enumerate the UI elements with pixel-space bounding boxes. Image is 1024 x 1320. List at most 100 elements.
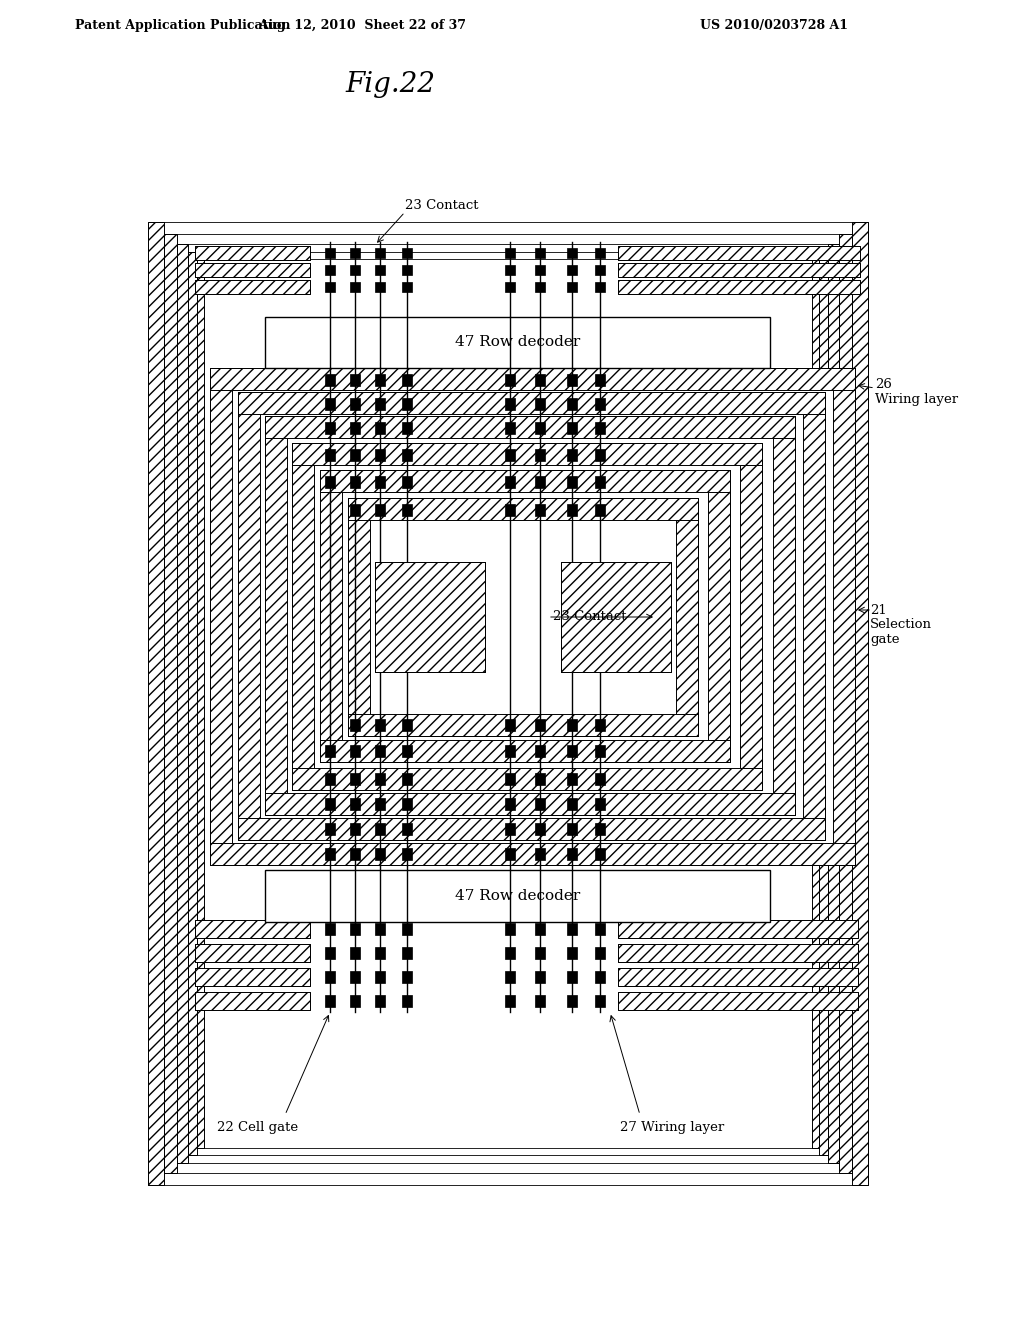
Bar xyxy=(265,870,770,921)
Bar xyxy=(375,422,385,434)
Bar xyxy=(402,265,412,275)
Bar xyxy=(350,972,360,983)
Text: 26
Wiring layer: 26 Wiring layer xyxy=(874,378,958,407)
Bar xyxy=(195,993,310,1010)
Bar xyxy=(195,920,310,939)
Bar xyxy=(402,774,412,785)
Bar xyxy=(535,923,545,935)
Bar xyxy=(676,520,698,714)
Text: US 2010/0203728 A1: US 2010/0203728 A1 xyxy=(700,18,848,32)
Bar xyxy=(375,995,385,1007)
Bar xyxy=(505,995,515,1007)
Text: Patent Application Publication: Patent Application Publication xyxy=(75,18,291,32)
Bar xyxy=(618,968,858,986)
Bar xyxy=(618,968,858,986)
Bar xyxy=(595,822,605,836)
Bar xyxy=(819,252,828,1155)
Bar xyxy=(618,246,860,260)
Bar xyxy=(350,504,360,516)
Bar xyxy=(402,923,412,935)
Bar xyxy=(319,470,730,762)
Bar xyxy=(567,265,577,275)
Bar xyxy=(618,280,860,294)
Bar xyxy=(535,995,545,1007)
Bar xyxy=(342,492,708,741)
Bar xyxy=(375,374,385,385)
Bar xyxy=(350,946,360,960)
Bar xyxy=(535,504,545,516)
Bar xyxy=(828,244,839,1163)
Bar xyxy=(402,946,412,960)
Bar xyxy=(350,422,360,434)
Bar xyxy=(567,719,577,731)
Text: 21
Selection
gate: 21 Selection gate xyxy=(870,603,932,647)
Bar xyxy=(595,946,605,960)
Bar xyxy=(350,744,360,756)
Bar xyxy=(535,248,545,257)
Bar xyxy=(535,265,545,275)
Bar xyxy=(325,477,335,488)
Bar xyxy=(402,822,412,836)
Bar xyxy=(595,744,605,756)
Bar xyxy=(852,222,868,1185)
Bar xyxy=(195,263,310,277)
Bar xyxy=(535,374,545,385)
Bar xyxy=(567,374,577,385)
Bar xyxy=(567,799,577,810)
Bar xyxy=(195,263,310,277)
Bar xyxy=(195,920,310,939)
Bar xyxy=(595,774,605,785)
Bar xyxy=(567,946,577,960)
Bar xyxy=(618,263,860,277)
Bar xyxy=(375,282,385,292)
Bar xyxy=(325,449,335,461)
Bar xyxy=(325,248,335,257)
Bar xyxy=(618,263,860,277)
Bar xyxy=(325,399,335,411)
Bar xyxy=(325,972,335,983)
Bar xyxy=(350,847,360,861)
Bar xyxy=(595,282,605,292)
Bar xyxy=(375,822,385,836)
Bar xyxy=(197,259,819,1148)
Bar xyxy=(595,923,605,935)
Bar xyxy=(319,492,342,741)
Bar xyxy=(375,774,385,785)
Bar xyxy=(595,399,605,411)
Bar xyxy=(595,477,605,488)
Bar xyxy=(618,993,858,1010)
Bar xyxy=(402,422,412,434)
Bar xyxy=(535,972,545,983)
Bar xyxy=(210,368,855,389)
Bar xyxy=(402,799,412,810)
Bar xyxy=(402,504,412,516)
Bar xyxy=(505,719,515,731)
Bar xyxy=(402,744,412,756)
Text: 47 Row decoder: 47 Row decoder xyxy=(455,888,581,903)
Bar xyxy=(265,416,795,814)
Bar xyxy=(535,399,545,411)
Bar xyxy=(188,252,197,1155)
Bar xyxy=(238,392,825,414)
Bar xyxy=(402,972,412,983)
Text: 23 Contact: 23 Contact xyxy=(406,199,478,213)
Bar xyxy=(375,399,385,411)
Bar xyxy=(350,282,360,292)
Bar xyxy=(350,822,360,836)
Bar xyxy=(535,422,545,434)
Bar xyxy=(595,374,605,385)
Bar xyxy=(375,562,485,672)
Bar xyxy=(292,768,762,789)
Bar xyxy=(348,498,698,520)
Bar xyxy=(375,923,385,935)
Bar xyxy=(567,972,577,983)
Bar xyxy=(375,972,385,983)
Bar xyxy=(325,422,335,434)
Bar xyxy=(325,282,335,292)
Bar xyxy=(177,244,839,1163)
Bar xyxy=(350,449,360,461)
Bar xyxy=(535,744,545,756)
Bar xyxy=(618,246,860,260)
Bar xyxy=(402,374,412,385)
Bar xyxy=(164,234,177,1173)
